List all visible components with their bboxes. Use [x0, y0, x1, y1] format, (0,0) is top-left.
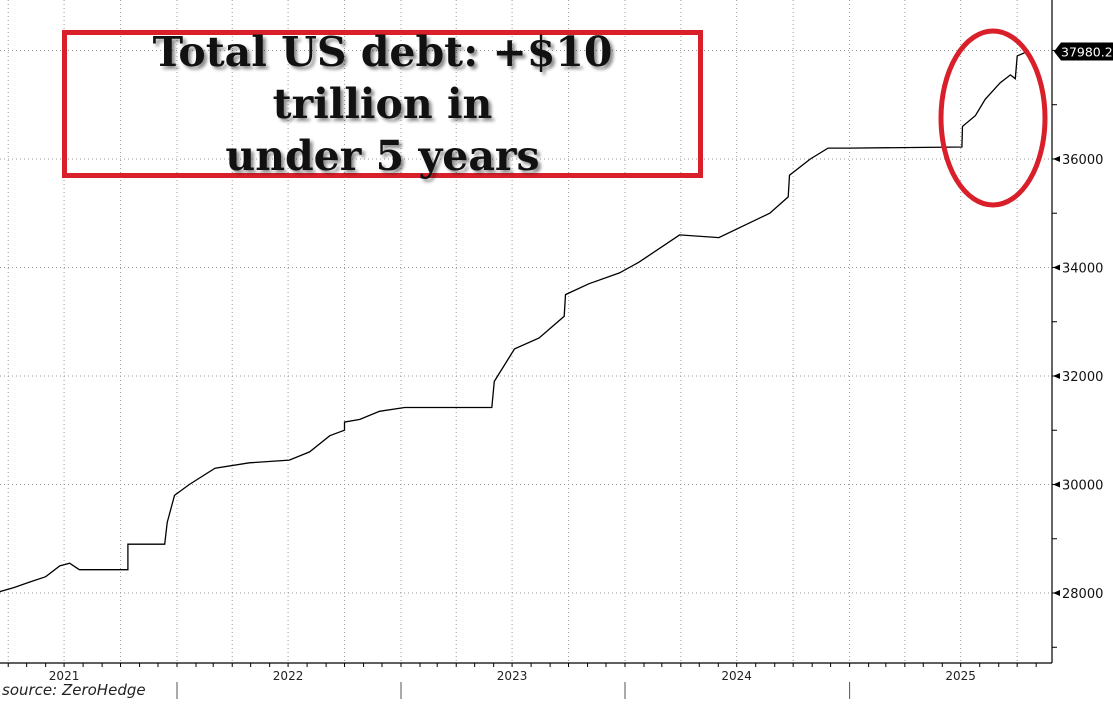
y-tick-label: 36000 — [1062, 153, 1103, 168]
grid — [0, 0, 1052, 663]
y-tick-arrow — [1053, 481, 1060, 488]
last-value-badge — [1054, 42, 1113, 61]
last-value-label: 37980.27 — [1054, 42, 1113, 61]
y-tick-arrow — [1053, 264, 1060, 271]
y-tick-arrow — [1053, 372, 1060, 379]
title-line-1: Total US debt: +$10 trillion in — [152, 28, 613, 128]
title-line-2: under 5 years — [225, 132, 540, 180]
series-line-total-us-debt — [0, 50, 1028, 593]
y-tick-label: 30000 — [1062, 479, 1103, 494]
x-tick-label: 2023 — [497, 669, 528, 683]
title-annotation-box: Total US debt: +$10 trillion in under 5 … — [62, 28, 703, 180]
y-tick-arrow — [1053, 590, 1060, 597]
last-value-text: 37980.27 — [1061, 45, 1113, 60]
highlight-ellipse — [938, 28, 1048, 208]
x-tick-label: 2025 — [945, 669, 976, 683]
chart-title: Total US debt: +$10 trillion in under 5 … — [67, 26, 698, 182]
y-tick-label: 28000 — [1062, 587, 1103, 602]
source-note: source: ZeroHedge — [2, 681, 146, 699]
y-tick-label: 34000 — [1062, 261, 1103, 276]
y-tick-arrow — [1053, 155, 1060, 162]
y-tick-label: 32000 — [1062, 370, 1103, 385]
x-tick-label: 2022 — [273, 669, 304, 683]
x-tick-label: 2024 — [721, 669, 752, 683]
x-tick-label: 2021 — [49, 669, 80, 683]
